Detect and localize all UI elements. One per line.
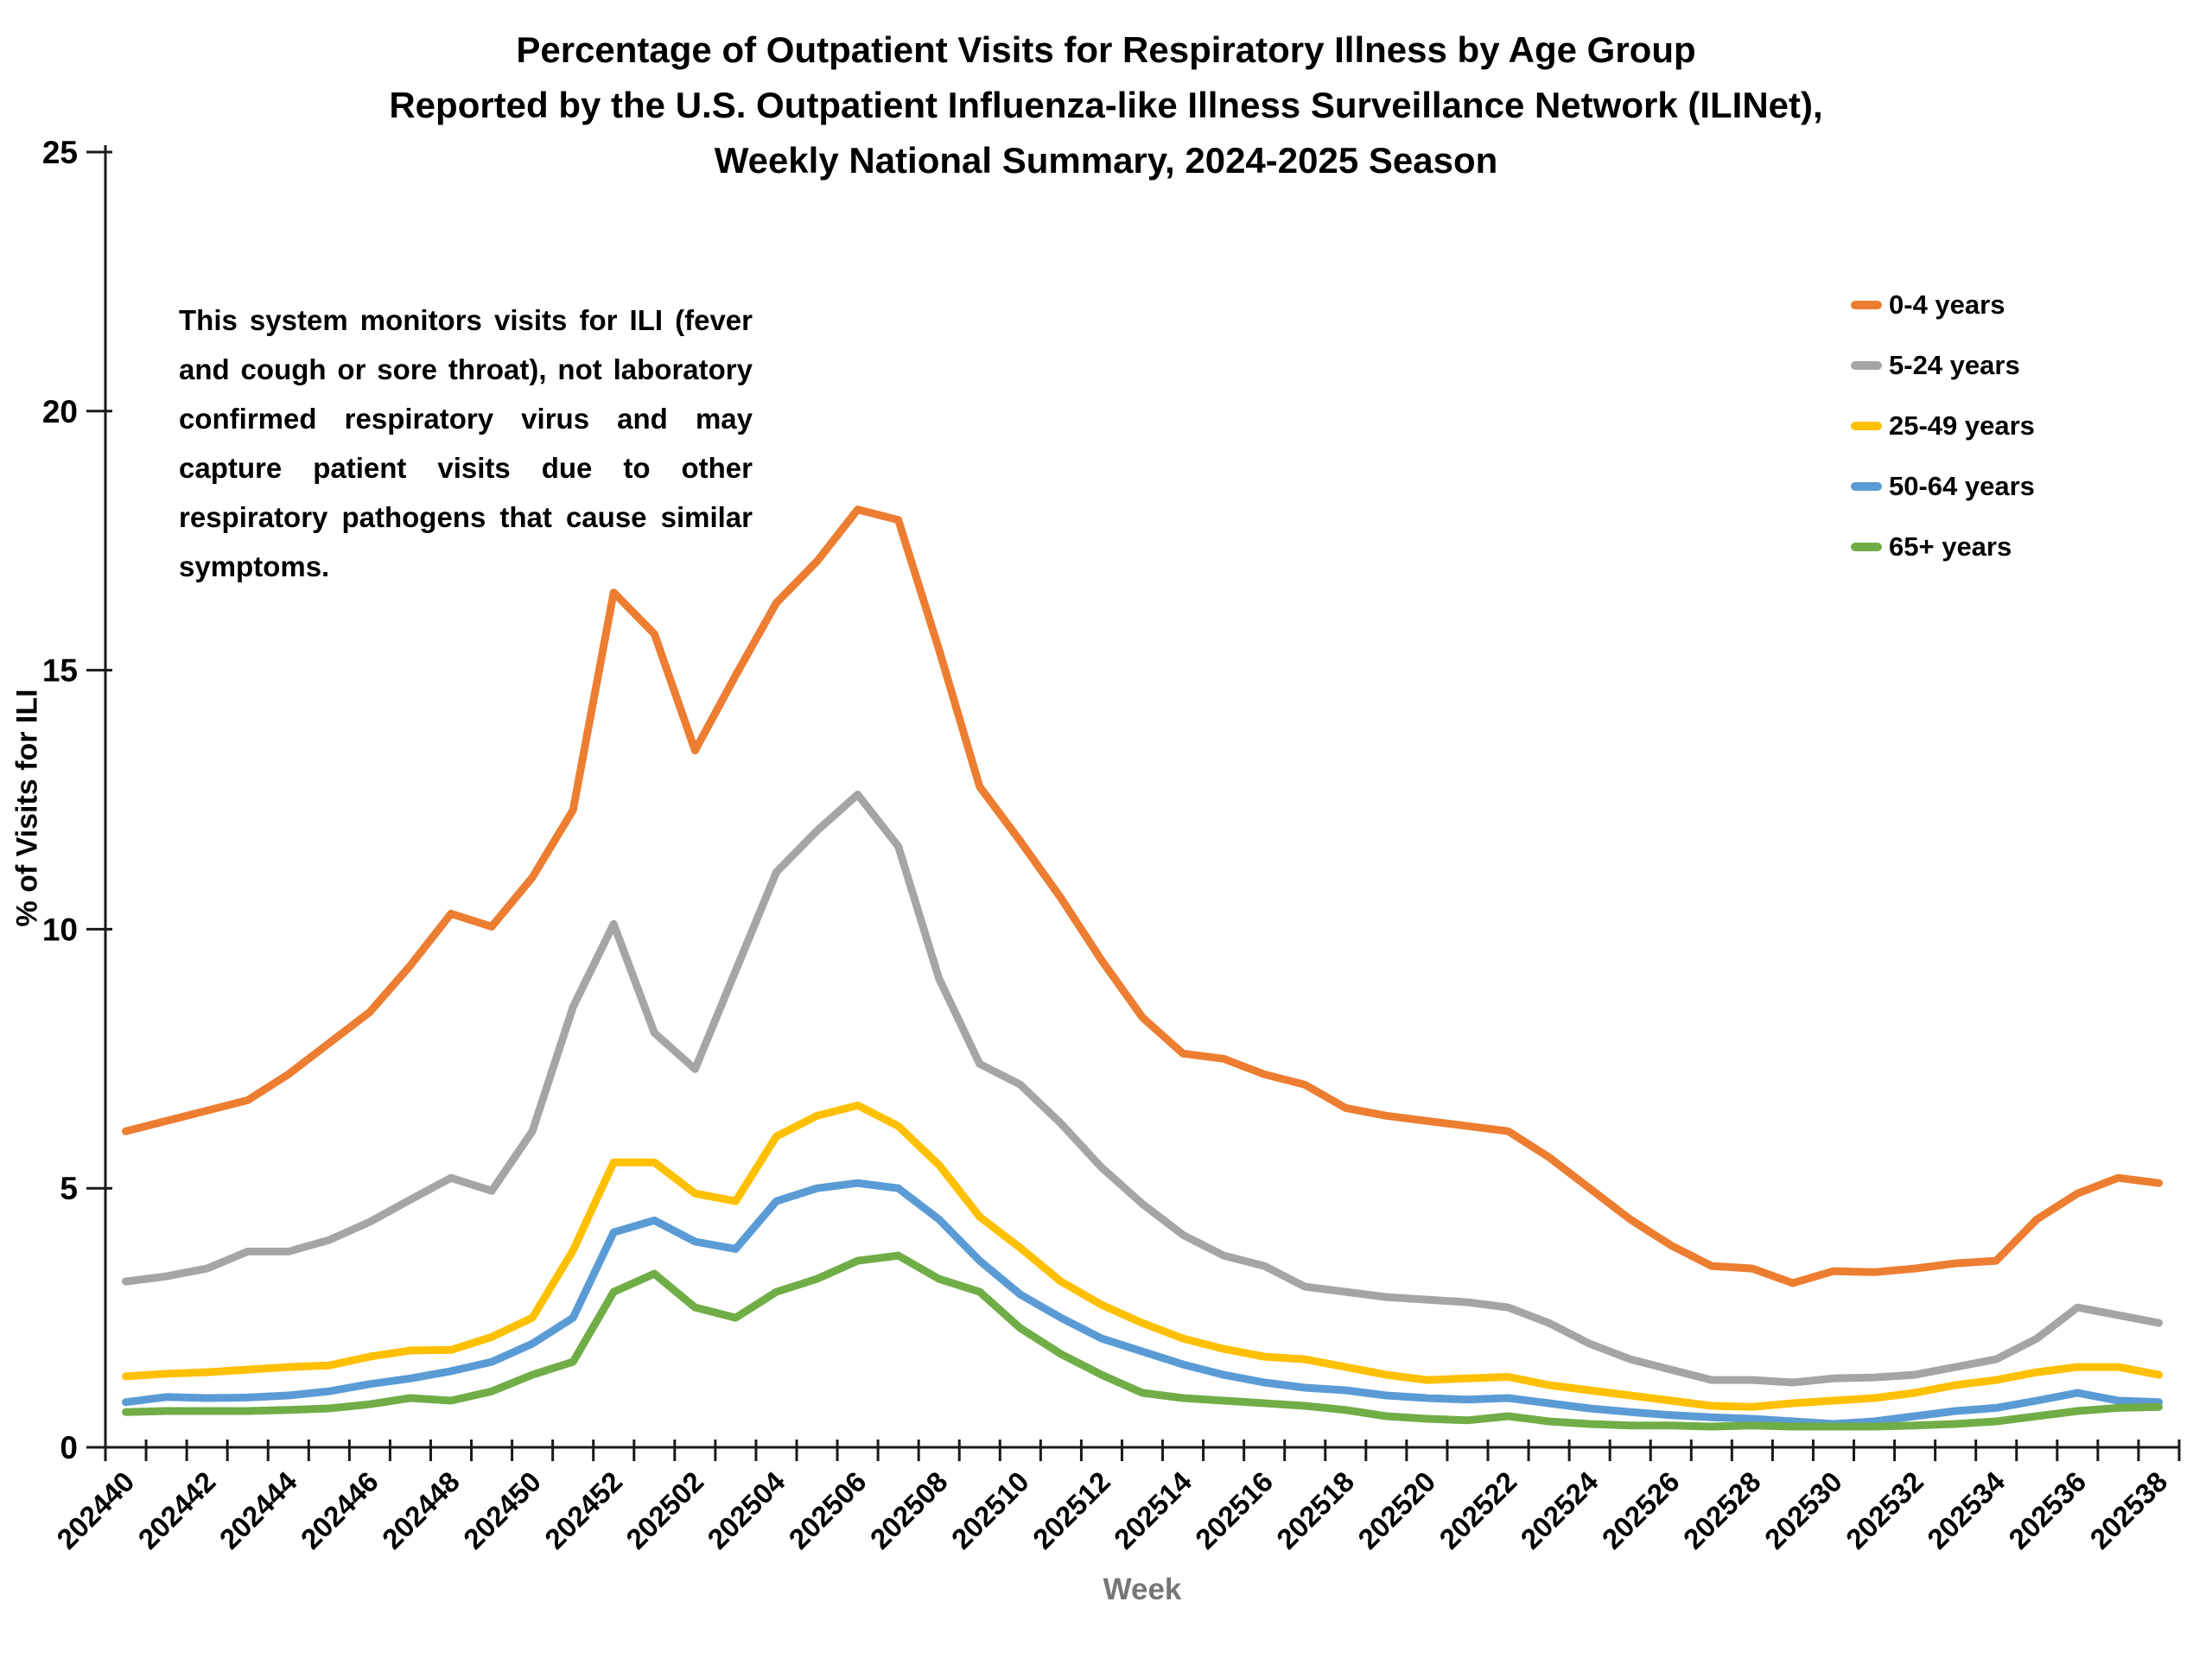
legend-swatch-65-plus-years-icon [1851,543,1882,551]
chart-title-line3: Weekly National Summary, 2024-2025 Seaso… [714,140,1498,181]
x-tick-label: 202514 [1108,1465,1198,1554]
x-tick-label: 202452 [538,1465,628,1555]
x-tick-label: 202444 [213,1465,303,1554]
x-tick-label: 202534 [1921,1465,2011,1554]
x-axis-title: Week [1103,1573,1182,1606]
x-tick-label: 202532 [1840,1465,1929,1555]
x-tick-label: 202512 [1027,1465,1116,1555]
x-tick-label: 202442 [132,1465,222,1555]
x-tick-label: 202508 [864,1465,954,1555]
y-tick-label: 10 [42,912,78,947]
x-tick-label: 202446 [295,1465,385,1555]
legend-item-50-64-years: 50-64 years [1851,456,2035,517]
y-tick-label: 25 [42,135,78,170]
legend-item-5-24-years: 5-24 years [1851,335,2035,396]
x-tick-label: 202524 [1515,1465,1605,1554]
legend-swatch-0-4-years-icon [1851,301,1882,309]
legend-swatch-5-24-years-icon [1851,361,1882,370]
x-tick-label: 202536 [2002,1465,2092,1555]
y-tick-label: 5 [60,1171,78,1206]
legend-label: 50-64 years [1889,471,2035,501]
x-tick-label: 202516 [1189,1465,1279,1555]
x-tick-label: 202522 [1433,1465,1522,1555]
x-tick-label: 202530 [1758,1465,1848,1555]
x-tick-label: 202448 [376,1465,466,1555]
x-tick-label: 202518 [1270,1465,1360,1555]
x-tick-label: 202502 [620,1465,709,1555]
legend-swatch-50-64-years-icon [1851,482,1882,491]
series-line-25-49-years [122,1101,2163,1411]
chart-title-line2: Reported by the U.S. Outpatient Influenz… [389,85,1823,125]
legend-item-25-49-years: 25-49 years [1851,396,2035,456]
legend-label: 5-24 years [1889,350,2020,380]
legend-label: 25-49 years [1889,410,2035,441]
x-tick-label: 202506 [783,1465,873,1555]
chart-title-line1: Percentage of Outpatient Visits for Resp… [516,29,1696,70]
series-line-5-24-years [122,791,2163,1387]
y-tick-label: 20 [42,394,78,429]
legend-label: 65+ years [1889,531,2012,562]
x-tick-label: 202450 [457,1465,547,1555]
legend-label: 0-4 years [1889,289,2005,320]
x-tick-label: 202520 [1351,1465,1441,1555]
series-line-65-years [122,1251,2163,1431]
legend-swatch-25-49-years-icon [1851,422,1882,430]
legend: 0-4 years 5-24 years 25-49 years 50-64 y… [1851,275,2035,577]
x-tick-label: 202528 [1677,1465,1767,1555]
y-axis-title: % of Visits for ILI [10,689,44,927]
series-line-50-64-years [122,1179,2163,1428]
x-tick-label: 202526 [1596,1465,1686,1555]
annotation-text: This system monitors visits for ILI (fev… [179,304,753,582]
legend-item-65-plus-years: 65+ years [1851,517,2035,577]
x-tick-label: 202538 [2083,1465,2173,1555]
y-tick-label: 15 [42,653,78,689]
x-tick-label: 202510 [945,1465,1035,1555]
legend-item-0-4-years: 0-4 years [1851,275,2035,335]
chart-title: Percentage of Outpatient Visits for Resp… [0,22,2212,188]
y-tick-label: 0 [60,1430,78,1465]
x-tick-label: 202504 [701,1465,791,1554]
series-line-0-4-years [122,505,2163,1287]
x-tick-label: 202440 [50,1465,140,1555]
